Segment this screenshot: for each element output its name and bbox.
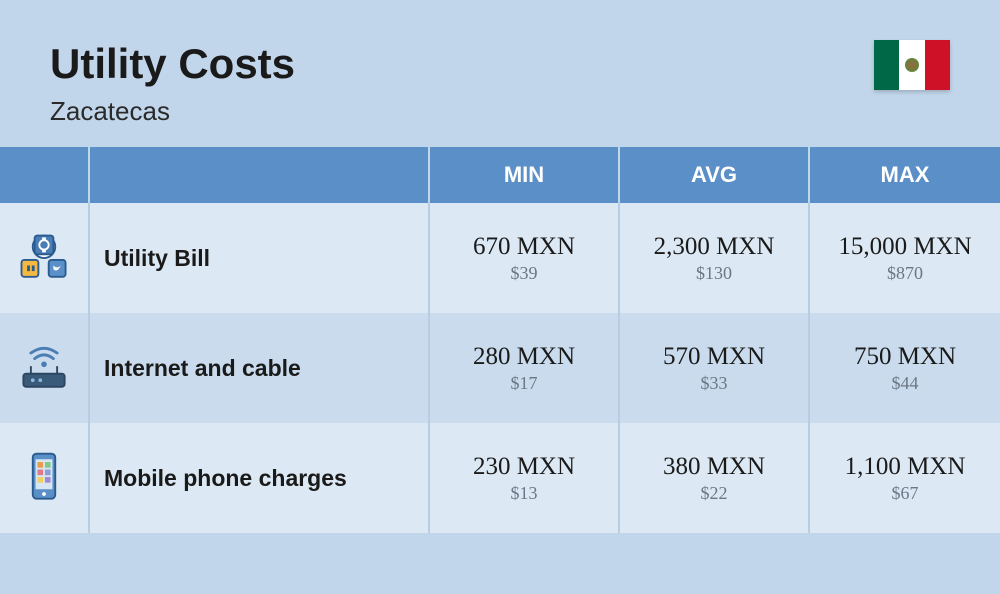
mxn-value: 280 MXN xyxy=(473,343,575,371)
table-row: Internet and cable 280 MXN $17 570 MXN $… xyxy=(0,313,1000,423)
title-block: Utility Costs Zacatecas xyxy=(50,40,295,127)
usd-value: $13 xyxy=(511,483,538,504)
mxn-value: 1,100 MXN xyxy=(845,453,966,481)
mexico-flag-icon xyxy=(874,40,950,90)
usd-value: $870 xyxy=(887,263,923,284)
th-min: MIN xyxy=(430,147,620,203)
th-icon-blank xyxy=(0,147,90,203)
mxn-value: 750 MXN xyxy=(854,343,956,371)
usd-value: $39 xyxy=(511,263,538,284)
utility-icon xyxy=(0,203,90,313)
cell-min: 670 MXN $39 xyxy=(430,203,620,313)
cell-min: 230 MXN $13 xyxy=(430,423,620,533)
usd-value: $33 xyxy=(701,373,728,394)
page-subtitle: Zacatecas xyxy=(50,96,295,127)
row-label: Utility Bill xyxy=(90,203,430,313)
router-icon xyxy=(0,313,90,423)
th-avg: AVG xyxy=(620,147,810,203)
table-header: MIN AVG MAX xyxy=(0,147,1000,203)
cell-max: 1,100 MXN $67 xyxy=(810,423,1000,533)
usd-value: $22 xyxy=(701,483,728,504)
table-row: Utility Bill 670 MXN $39 2,300 MXN $130 … xyxy=(0,203,1000,313)
usd-value: $130 xyxy=(696,263,732,284)
table-row: Mobile phone charges 230 MXN $13 380 MXN… xyxy=(0,423,1000,533)
cell-max: 15,000 MXN $870 xyxy=(810,203,1000,313)
page-title: Utility Costs xyxy=(50,40,295,88)
mxn-value: 230 MXN xyxy=(473,453,575,481)
mxn-value: 15,000 MXN xyxy=(838,233,971,261)
row-label: Internet and cable xyxy=(90,313,430,423)
mxn-value: 670 MXN xyxy=(473,233,575,261)
cell-max: 750 MXN $44 xyxy=(810,313,1000,423)
th-label-blank xyxy=(90,147,430,203)
usd-value: $44 xyxy=(892,373,919,394)
cell-avg: 570 MXN $33 xyxy=(620,313,810,423)
row-label: Mobile phone charges xyxy=(90,423,430,533)
header: Utility Costs Zacatecas xyxy=(0,0,1000,147)
cell-min: 280 MXN $17 xyxy=(430,313,620,423)
usd-value: $67 xyxy=(892,483,919,504)
mxn-value: 570 MXN xyxy=(663,343,765,371)
mxn-value: 380 MXN xyxy=(663,453,765,481)
usd-value: $17 xyxy=(511,373,538,394)
phone-icon xyxy=(0,423,90,533)
mxn-value: 2,300 MXN xyxy=(654,233,775,261)
cell-avg: 2,300 MXN $130 xyxy=(620,203,810,313)
utility-costs-table: MIN AVG MAX Utility Bill 670 MXN $39 xyxy=(0,147,1000,533)
cell-avg: 380 MXN $22 xyxy=(620,423,810,533)
th-max: MAX xyxy=(810,147,1000,203)
